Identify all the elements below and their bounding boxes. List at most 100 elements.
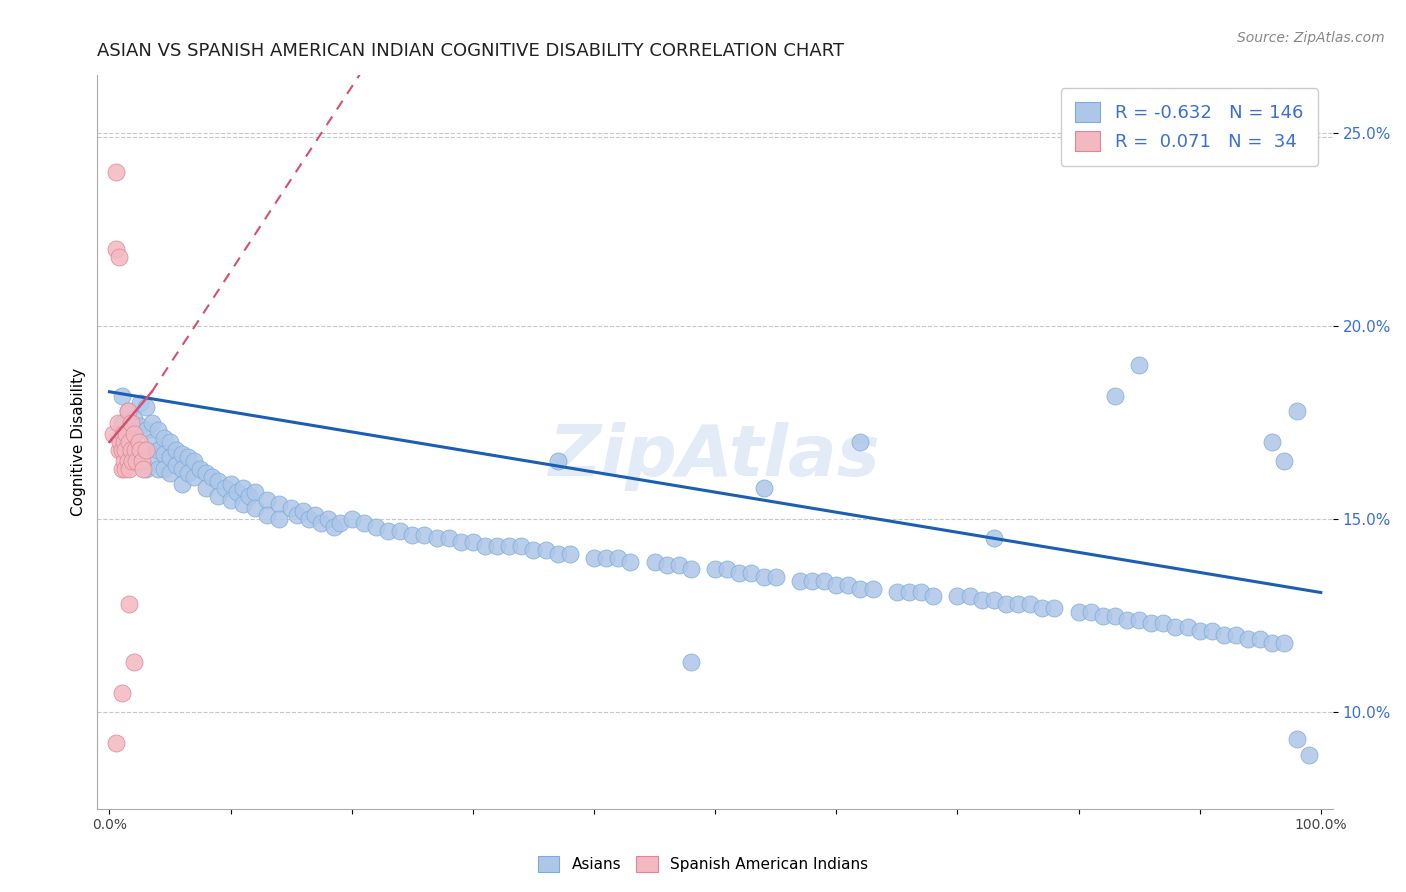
Point bbox=[1128, 613, 1150, 627]
Point bbox=[425, 532, 447, 546]
Point bbox=[131, 454, 153, 468]
Point bbox=[897, 585, 920, 599]
Point bbox=[498, 539, 520, 553]
Point bbox=[117, 404, 139, 418]
Point bbox=[141, 416, 163, 430]
Point bbox=[534, 543, 557, 558]
Point bbox=[280, 500, 302, 515]
Point bbox=[110, 389, 132, 403]
Point bbox=[1261, 434, 1284, 449]
Point bbox=[413, 527, 436, 541]
Point bbox=[322, 520, 344, 534]
Point bbox=[107, 416, 129, 430]
Point bbox=[285, 508, 308, 523]
Point bbox=[813, 574, 835, 588]
Legend: Asians, Spanish American Indians: Asians, Spanish American Indians bbox=[530, 848, 876, 880]
Point bbox=[172, 446, 194, 460]
Point bbox=[1237, 632, 1260, 646]
Point bbox=[1104, 608, 1126, 623]
Point bbox=[679, 655, 702, 669]
Point bbox=[401, 527, 423, 541]
Point bbox=[110, 686, 132, 700]
Point bbox=[1261, 635, 1284, 649]
Point bbox=[256, 492, 278, 507]
Point bbox=[128, 442, 150, 457]
Point bbox=[644, 555, 666, 569]
Point bbox=[1177, 620, 1199, 634]
Point bbox=[1188, 624, 1211, 639]
Point bbox=[117, 404, 139, 418]
Point bbox=[1091, 608, 1114, 623]
Point bbox=[183, 454, 205, 468]
Text: ASIAN VS SPANISH AMERICAN INDIAN COGNITIVE DISABILITY CORRELATION CHART: ASIAN VS SPANISH AMERICAN INDIAN COGNITI… bbox=[97, 42, 845, 60]
Point bbox=[238, 489, 260, 503]
Point bbox=[801, 574, 824, 588]
Point bbox=[219, 492, 242, 507]
Point bbox=[558, 547, 581, 561]
Point bbox=[118, 462, 141, 476]
Point bbox=[110, 462, 132, 476]
Point bbox=[1225, 628, 1247, 642]
Point bbox=[437, 532, 460, 546]
Point bbox=[1298, 747, 1320, 762]
Point bbox=[219, 477, 242, 491]
Point bbox=[547, 547, 569, 561]
Point bbox=[1249, 632, 1271, 646]
Point bbox=[1116, 613, 1139, 627]
Point bbox=[122, 655, 145, 669]
Point bbox=[108, 250, 131, 264]
Point bbox=[122, 411, 145, 425]
Point bbox=[232, 481, 254, 495]
Point bbox=[165, 458, 187, 472]
Point bbox=[983, 593, 1005, 607]
Point bbox=[377, 524, 399, 538]
Point bbox=[1285, 732, 1308, 747]
Point bbox=[316, 512, 339, 526]
Point bbox=[292, 504, 315, 518]
Point bbox=[104, 736, 127, 750]
Point bbox=[122, 454, 145, 468]
Point bbox=[619, 555, 641, 569]
Point bbox=[522, 543, 544, 558]
Text: ZipAtlas: ZipAtlas bbox=[550, 422, 882, 491]
Point bbox=[108, 442, 131, 457]
Point bbox=[607, 550, 630, 565]
Point bbox=[1104, 389, 1126, 403]
Point bbox=[728, 566, 751, 581]
Point bbox=[146, 462, 169, 476]
Point bbox=[232, 497, 254, 511]
Point bbox=[1031, 601, 1053, 615]
Point bbox=[114, 442, 136, 457]
Point bbox=[118, 434, 141, 449]
Y-axis label: Cognitive Disability: Cognitive Disability bbox=[72, 368, 86, 516]
Point bbox=[112, 454, 135, 468]
Point bbox=[789, 574, 811, 588]
Point bbox=[183, 469, 205, 483]
Point bbox=[172, 462, 194, 476]
Point bbox=[159, 466, 181, 480]
Point bbox=[740, 566, 762, 581]
Legend: R = -0.632   N = 146, R =  0.071   N =  34: R = -0.632 N = 146, R = 0.071 N = 34 bbox=[1060, 88, 1317, 166]
Point bbox=[1019, 597, 1042, 611]
Point bbox=[153, 431, 176, 445]
Point bbox=[207, 474, 229, 488]
Point bbox=[120, 442, 142, 457]
Point bbox=[132, 462, 155, 476]
Point bbox=[124, 442, 146, 457]
Point bbox=[704, 562, 727, 576]
Point bbox=[353, 516, 375, 530]
Point bbox=[117, 454, 139, 468]
Point bbox=[1140, 616, 1163, 631]
Point bbox=[595, 550, 617, 565]
Point bbox=[970, 593, 993, 607]
Point bbox=[135, 442, 157, 457]
Point bbox=[121, 454, 143, 468]
Point bbox=[910, 585, 932, 599]
Point bbox=[243, 485, 266, 500]
Point bbox=[110, 416, 132, 430]
Point bbox=[135, 423, 157, 437]
Point bbox=[311, 516, 333, 530]
Point bbox=[582, 550, 605, 565]
Point bbox=[461, 535, 484, 549]
Point bbox=[128, 396, 150, 410]
